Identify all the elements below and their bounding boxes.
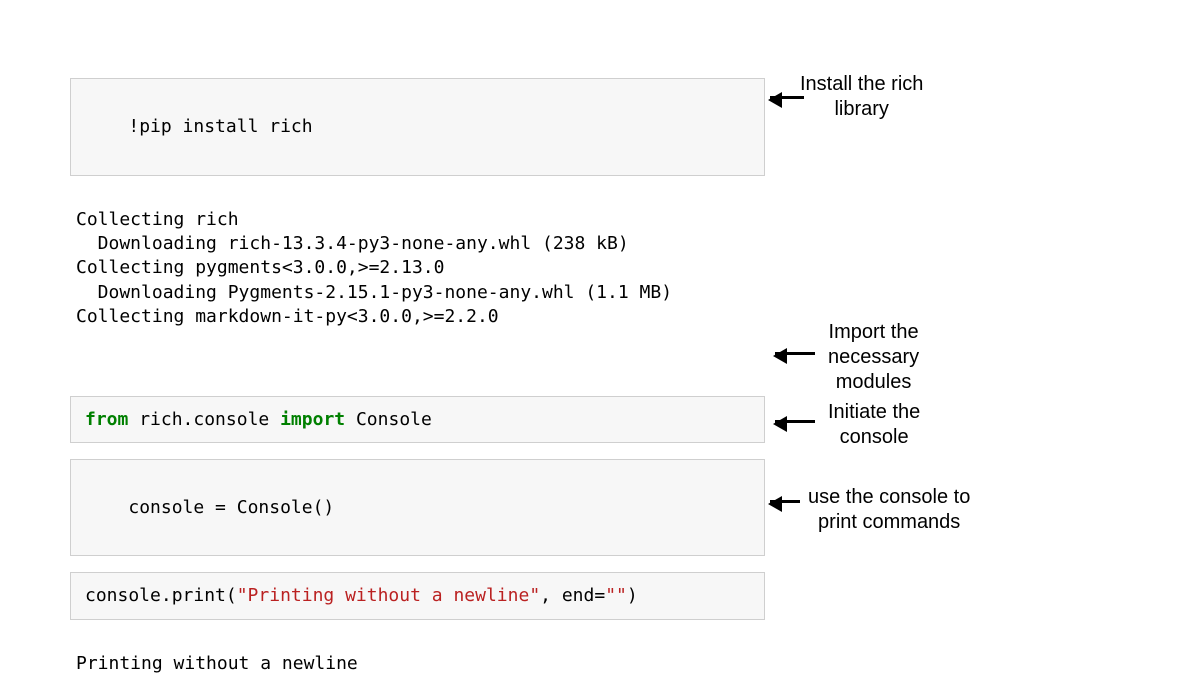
output-line: Downloading Pygments-2.15.1-py3-none-any… [76, 282, 672, 303]
annotation-3: Initiate the console [828, 400, 920, 450]
annotation-line: Install the rich [800, 73, 923, 95]
arrow-icon [775, 352, 815, 355]
annotation-line: Import the [829, 321, 919, 343]
annotation-line: Initiate the [828, 401, 920, 423]
output-line: Collecting markdown-it-py<3.0.0,>=2.2.0 [76, 306, 499, 327]
output-line: Downloading rich-13.3.4-py3-none-any.whl… [76, 233, 629, 254]
output-4: Printing without a newline [70, 620, 765, 700]
output-line: Collecting rich [76, 209, 239, 230]
string-literal: "Printing without a newline" [237, 585, 540, 606]
keyword-import: import [280, 409, 345, 430]
annotation-line: modules [836, 371, 912, 393]
code-text: rich.console [139, 409, 269, 430]
arrow-icon [770, 500, 800, 503]
output-line: Printing without a newline [76, 653, 358, 674]
arrow-icon [770, 96, 804, 99]
code-cell-3[interactable]: console = Console() [70, 459, 765, 557]
code-text: !pip install rich [128, 116, 312, 137]
annotation-line: console [840, 426, 909, 448]
code-text: ) [627, 585, 638, 606]
code-text: console.print( [85, 585, 237, 606]
annotation-2: Import the necessary modules [828, 320, 919, 395]
annotation-1: Install the rich library [800, 72, 923, 122]
code-cell-1[interactable]: !pip install rich [70, 78, 765, 176]
annotation-line: print commands [818, 511, 960, 533]
code-text: , end= [540, 585, 605, 606]
code-text [128, 409, 139, 430]
code-text: Console [356, 409, 432, 430]
annotation-line: library [834, 98, 888, 120]
keyword-from: from [85, 409, 128, 430]
string-literal: "" [605, 585, 627, 606]
code-text [269, 409, 280, 430]
notebook-content: !pip install rich Collecting rich Downlo… [70, 78, 765, 700]
output-1: Collecting rich Downloading rich-13.3.4-… [70, 176, 765, 354]
annotation-line: necessary [828, 346, 919, 368]
arrow-icon [775, 420, 815, 423]
code-cell-2[interactable]: from rich.console import Console [70, 396, 765, 443]
code-text: console = Console() [128, 497, 334, 518]
annotation-line: use the console to [808, 486, 970, 508]
code-cell-4[interactable]: console.print("Printing without a newlin… [70, 572, 765, 619]
output-line: Collecting pygments<3.0.0,>=2.13.0 [76, 257, 444, 278]
annotation-4: use the console to print commands [808, 485, 970, 535]
code-text [345, 409, 356, 430]
